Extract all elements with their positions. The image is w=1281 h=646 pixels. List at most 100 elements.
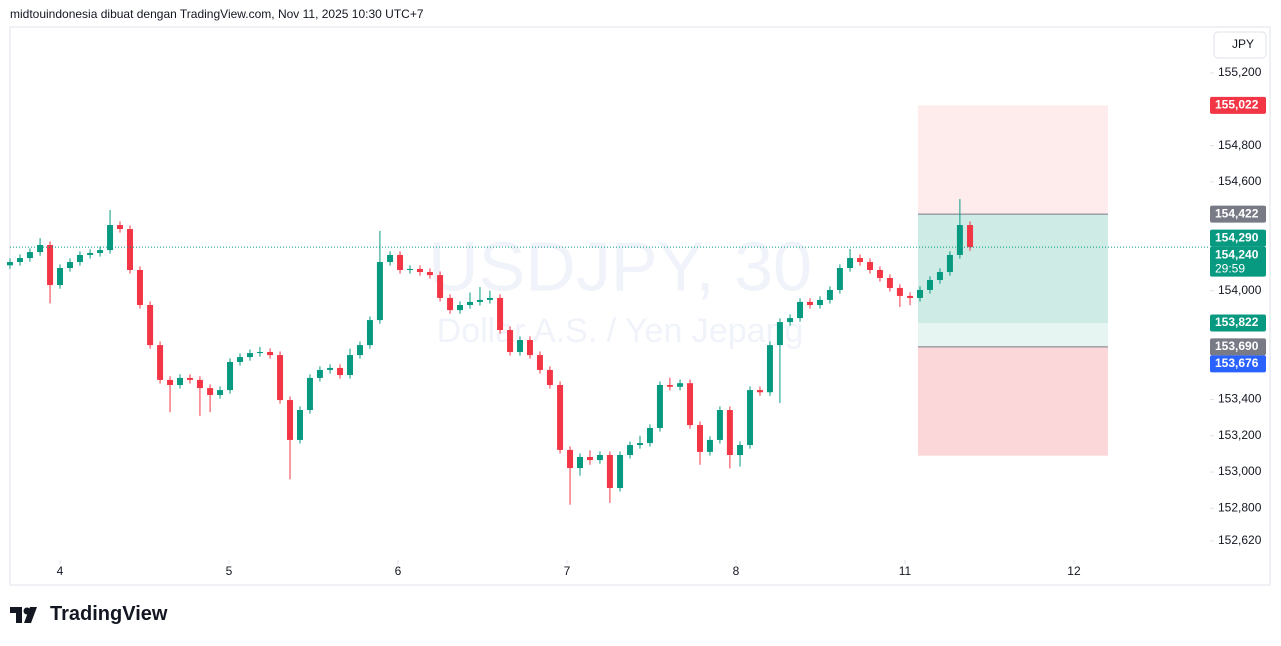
candle-body	[107, 225, 114, 251]
candle-body	[7, 262, 13, 266]
y-tick-label: 154,800	[1218, 138, 1262, 152]
price-badge-label: 153,676	[1215, 356, 1259, 370]
y-tick-label: 153,000	[1218, 464, 1262, 478]
candle-body	[147, 305, 154, 346]
candle-body	[507, 330, 514, 352]
candle-body	[306, 377, 313, 411]
candle-body	[167, 379, 174, 385]
y-tick-label: 152,620	[1218, 533, 1262, 547]
y-tick-label: 155,200	[1218, 65, 1262, 79]
candle-body	[677, 383, 684, 387]
candle-body	[316, 369, 323, 378]
position-zone	[917, 214, 1108, 323]
watermark-sub: Dollar A.S. / Yen Jepang	[437, 312, 804, 350]
candle-body	[267, 351, 274, 356]
price-badge-label: 154,290	[1215, 230, 1259, 244]
x-tick-label: 6	[395, 564, 402, 578]
candle-body	[376, 262, 383, 321]
candle-body	[797, 301, 804, 319]
y-tick-label: 152,800	[1218, 500, 1262, 514]
watermark: USDJPY, 30	[428, 227, 812, 305]
candle-body	[387, 254, 394, 263]
candle-body	[936, 272, 943, 280]
candle-body	[437, 275, 444, 298]
candle-body	[656, 384, 663, 428]
candle-body	[76, 254, 83, 263]
logo-text: TradingView	[50, 603, 168, 625]
candle-body	[567, 449, 574, 469]
price-badge-label: 155,022	[1215, 98, 1259, 112]
logo[interactable]: TradingView	[10, 603, 167, 626]
price-badge	[1210, 314, 1266, 332]
pane-border	[9, 26, 1271, 586]
candle-body	[497, 297, 504, 331]
candle-body	[787, 318, 794, 323]
candle-body	[447, 297, 454, 311]
candle-body	[756, 390, 763, 393]
candle-body	[557, 384, 564, 450]
candle-body	[747, 390, 754, 446]
candle-body	[886, 277, 893, 288]
candle-body	[366, 320, 373, 346]
candle-body	[486, 297, 493, 300]
candle-body	[227, 361, 234, 391]
candle-body	[776, 322, 783, 346]
candle-body	[546, 369, 553, 385]
candle-body	[217, 390, 224, 395]
price-badge	[1210, 96, 1266, 114]
candle-body	[636, 443, 643, 446]
candle-body	[946, 254, 953, 273]
price-badge	[1210, 355, 1266, 373]
candle-body	[246, 353, 253, 358]
candle-body	[126, 229, 133, 271]
candle-body	[466, 301, 473, 306]
currency[interactable]: JPY	[1232, 37, 1254, 51]
candle-body	[256, 351, 263, 354]
candle-body	[397, 254, 404, 271]
chart: USDJPY, 30 Dollar A.S. / Yen Jepang JPY …	[7, 26, 1271, 586]
header: midtouindonesia dibuat dengan TradingVie…	[10, 7, 424, 21]
candle-body	[866, 262, 873, 271]
candle-body	[296, 410, 303, 440]
currency-button[interactable]	[1213, 31, 1267, 59]
candle-body	[47, 244, 54, 286]
candle-body	[627, 445, 634, 455]
logo-icon	[10, 606, 37, 623]
candle-body	[186, 377, 193, 380]
candle-body	[706, 439, 713, 452]
candle-body	[907, 295, 914, 298]
candle-body	[196, 379, 203, 389]
candle-body	[457, 305, 464, 311]
y-tick-label: 153,200	[1218, 428, 1262, 442]
candle-body	[577, 456, 584, 469]
candle-body	[177, 377, 184, 385]
position-zone	[917, 346, 1108, 456]
candle-body	[117, 225, 124, 230]
candle-body	[517, 340, 524, 352]
y-tick-label: 154,000	[1218, 283, 1262, 297]
candle-body	[407, 268, 413, 271]
candle-body	[687, 383, 694, 426]
price-badge	[1210, 229, 1266, 247]
candle-body	[926, 279, 933, 290]
candle-body	[66, 262, 73, 269]
price-badge-label: 153,690	[1215, 339, 1259, 353]
candle-body	[596, 454, 603, 461]
price-badge	[1210, 205, 1266, 223]
candle-body	[277, 355, 284, 401]
candle-body	[586, 456, 593, 461]
candle-body	[956, 225, 963, 255]
candle-body	[97, 250, 104, 253]
candle-body	[606, 454, 613, 489]
candle-body	[157, 345, 164, 380]
candle-body	[917, 289, 924, 298]
candle-body	[617, 454, 624, 489]
candle-body	[766, 345, 773, 393]
candle-body	[347, 355, 354, 376]
candle-body	[16, 258, 23, 263]
candle-body	[737, 445, 744, 455]
candle-body	[416, 268, 423, 273]
candle-body	[207, 388, 214, 395]
candle-body	[87, 252, 94, 255]
y-tick-label: 153,400	[1218, 392, 1262, 406]
